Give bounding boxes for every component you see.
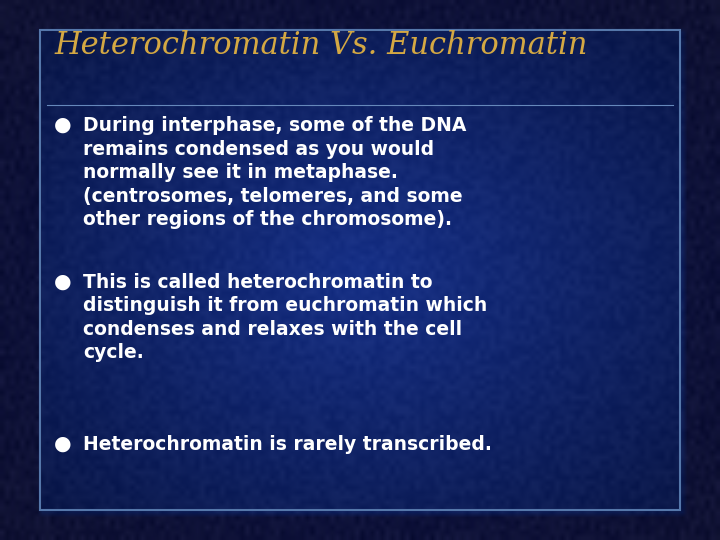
Text: Heterochromatin Vs. Euchromatin: Heterochromatin Vs. Euchromatin — [54, 30, 588, 60]
Text: ●: ● — [54, 435, 71, 454]
Text: This is called heterochromatin to
distinguish it from euchromatin which
condense: This is called heterochromatin to distin… — [83, 273, 487, 362]
Text: ●: ● — [54, 273, 71, 292]
Text: During interphase, some of the DNA
remains condensed as you would
normally see i: During interphase, some of the DNA remai… — [83, 116, 466, 229]
Text: ●: ● — [54, 116, 71, 135]
Text: Heterochromatin is rarely transcribed.: Heterochromatin is rarely transcribed. — [83, 435, 492, 454]
